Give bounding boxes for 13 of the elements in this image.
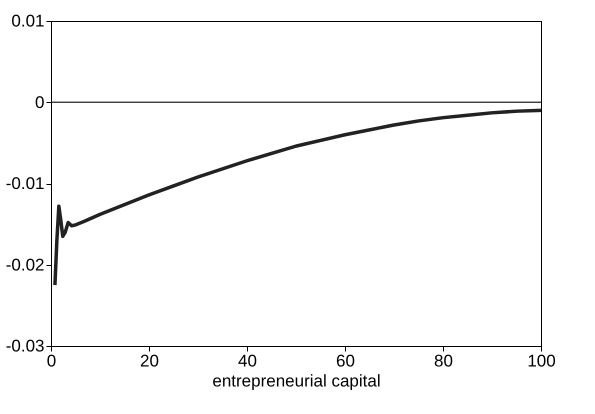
y-tick-label: -0.03 xyxy=(6,336,44,356)
x-tick-label: 80 xyxy=(434,352,453,370)
y-tick-label: 0 xyxy=(35,92,44,112)
x-tick-label: 60 xyxy=(336,352,355,370)
x-axis-title: entrepreneurial capital xyxy=(212,372,381,390)
y-tick-label: 0.01 xyxy=(11,12,44,30)
y-tick-label: -0.01 xyxy=(6,174,44,193)
x-tick-label: 40 xyxy=(238,352,257,370)
x-tick-label: 100 xyxy=(527,352,556,370)
line-series xyxy=(53,108,543,287)
y-tick-label: -0.02 xyxy=(6,255,44,274)
x-tick-label: 0 xyxy=(46,352,56,370)
x-tick-label: 20 xyxy=(140,352,159,370)
